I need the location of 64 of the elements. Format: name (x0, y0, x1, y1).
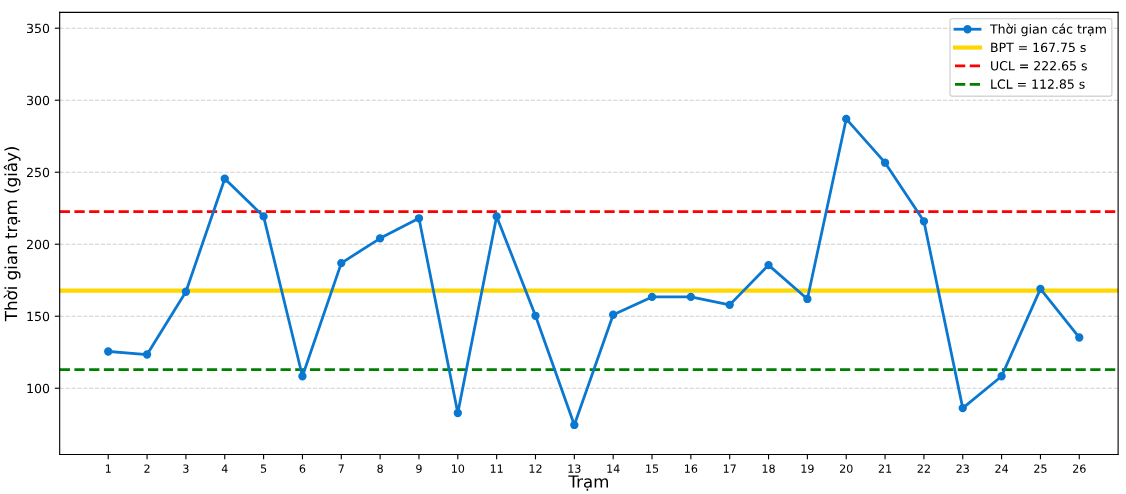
x-tick-label: 16 (685, 464, 698, 473)
point (220, 174, 229, 183)
point (880, 158, 890, 167)
legend-label: LCL = 112.85 s (991, 79, 1085, 89)
x-tick-label: 26 (1073, 464, 1086, 473)
point (764, 260, 773, 270)
x-tick-label: 23 (956, 464, 969, 473)
point (181, 287, 191, 296)
x-tick-label: 2 (144, 464, 150, 473)
x-tick-label: 6 (299, 464, 306, 473)
point (414, 214, 424, 223)
legend-label: UCL = 222.65 s (991, 61, 1087, 71)
point (1036, 284, 1045, 294)
x-axis-title: Trạm (568, 475, 608, 491)
point (842, 114, 851, 124)
x-tick-label: 7 (338, 464, 344, 473)
point (919, 217, 929, 226)
point (1075, 333, 1084, 342)
point (298, 372, 307, 381)
x-tick-label: 15 (646, 464, 659, 473)
x-tick-label: 24 (995, 464, 1009, 473)
x-tick-label: 25 (1034, 464, 1047, 473)
x-tick-label: 13 (568, 464, 581, 473)
point (958, 403, 967, 413)
x-tick-label: 4 (221, 464, 228, 473)
point (337, 258, 346, 268)
x-tick-label: 9 (416, 464, 422, 473)
point (453, 408, 462, 418)
point (997, 372, 1006, 381)
point (570, 420, 579, 430)
x-tick-label: 20 (839, 464, 853, 473)
x-tick-label: 17 (723, 464, 736, 473)
point (492, 212, 501, 221)
point (142, 350, 152, 359)
point (609, 310, 618, 319)
point (531, 311, 540, 320)
x-tick-label: 3 (183, 464, 189, 473)
x-tick-label: 12 (529, 464, 542, 473)
legend-label: BPT = 167.75 s (991, 42, 1086, 53)
y-tick-label: 300 (27, 95, 50, 106)
y-axis-title: Thời gian trạm (giây) (3, 147, 21, 322)
point (803, 294, 812, 304)
x-tick-label: 11 (490, 464, 503, 473)
x-tick-label: 22 (917, 464, 930, 473)
legend-label: Thời gian các trạm (989, 23, 1106, 37)
point (647, 292, 657, 302)
y-tick-label: 350 (27, 23, 50, 34)
point (375, 234, 385, 243)
x-tick-label: 21 (878, 464, 892, 473)
y-tick-label: 100 (27, 383, 50, 394)
x-tick-label: 1 (105, 464, 111, 473)
y-tick-label: 200 (27, 239, 50, 250)
y-tick-label: 250 (27, 167, 50, 178)
x-tick-label: 14 (607, 464, 620, 473)
x-tick-label: 18 (762, 464, 775, 473)
point (104, 347, 113, 356)
point (259, 212, 268, 221)
x-tick-label: 10 (451, 464, 465, 473)
x-tick-label: 8 (377, 464, 383, 473)
y-tick-label: 150 (27, 311, 50, 322)
x-tick-label: 5 (260, 464, 267, 473)
point (725, 300, 734, 310)
x-tick-label: 19 (801, 464, 814, 473)
point (686, 292, 696, 302)
